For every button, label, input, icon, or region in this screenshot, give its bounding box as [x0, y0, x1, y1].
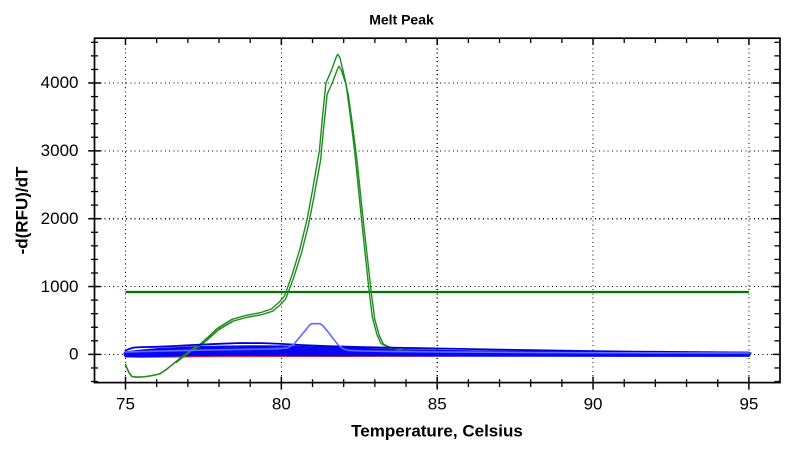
svg-text:90: 90 [584, 395, 603, 414]
svg-text:1000: 1000 [41, 277, 79, 296]
svg-text:3000: 3000 [41, 141, 79, 160]
svg-text:0: 0 [69, 345, 78, 364]
svg-text:80: 80 [272, 395, 291, 414]
svg-text:2000: 2000 [41, 209, 79, 228]
svg-text:-d(RFU)/dT: -d(RFU)/dT [13, 166, 32, 254]
svg-text:95: 95 [739, 395, 758, 414]
svg-text:Melt Peak: Melt Peak [369, 12, 434, 28]
svg-text:75: 75 [116, 395, 135, 414]
svg-text:4000: 4000 [41, 73, 79, 92]
svg-text:Temperature, Celsius: Temperature, Celsius [351, 422, 523, 441]
svg-text:85: 85 [428, 395, 447, 414]
